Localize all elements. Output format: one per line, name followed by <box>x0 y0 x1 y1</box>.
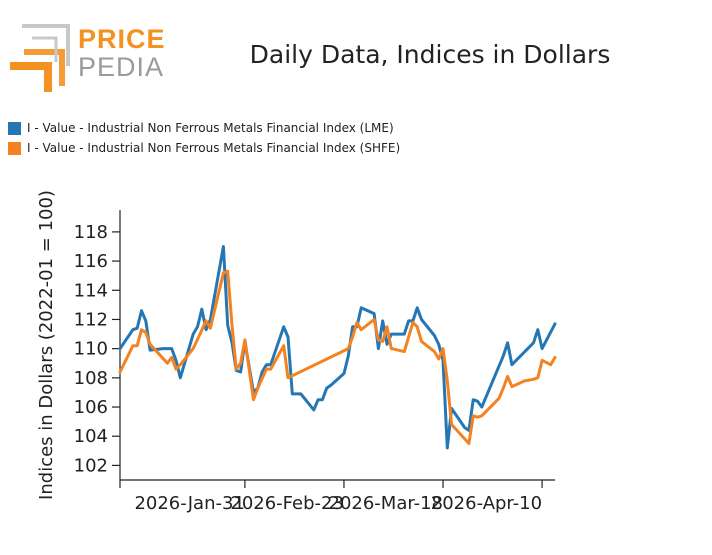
chart-title: Daily Data, Indices in Dollars <box>249 40 611 69</box>
x-tick-label: 2026-Mar-18 <box>329 493 444 514</box>
y-axis: 102 104 106 108 110 112 114 116 118 <box>74 210 121 480</box>
y-axis-label: Indices in Dollars (2022-01 = 100) <box>36 190 57 500</box>
series-layer <box>118 245 557 450</box>
logo-word-pedia: PEDIA <box>78 52 165 82</box>
x-tick-label: 2026-Feb-23 <box>230 493 344 514</box>
legend-label-shfe: I - Value - Industrial Non Ferrous Metal… <box>27 141 401 155</box>
chart-legend: I - Value - Industrial Non Ferrous Metal… <box>8 118 400 158</box>
y-tick-label: 106 <box>74 397 108 418</box>
x-tick-label: 2026-Jan-31 <box>134 493 244 514</box>
logo-word-price: PRICE <box>78 24 166 54</box>
series-line-shfe <box>118 269 557 445</box>
y-tick-label: 114 <box>74 280 108 301</box>
y-tick-label: 118 <box>74 222 108 243</box>
y-tick-label: 108 <box>74 368 108 389</box>
y-tick-label: 116 <box>74 251 108 272</box>
y-tick-label: 110 <box>74 339 108 360</box>
logo-mark-icon <box>10 24 70 92</box>
legend-item-lme[interactable]: I - Value - Industrial Non Ferrous Metal… <box>8 118 400 138</box>
legend-swatch-lme <box>8 121 21 135</box>
legend-item-shfe[interactable]: I - Value - Industrial Non Ferrous Metal… <box>8 138 400 158</box>
pricepedia-logo[interactable]: PRICE PEDIA <box>8 22 168 94</box>
y-tick-label: 104 <box>74 426 108 447</box>
legend-label-lme: I - Value - Industrial Non Ferrous Metal… <box>27 121 394 135</box>
y-tick-label: 102 <box>74 455 108 476</box>
x-tick-label: 2026-Apr-10 <box>431 493 542 514</box>
y-tick-label: 112 <box>74 309 108 330</box>
series-line-lme <box>118 245 557 450</box>
x-axis: 2026-Jan-312026-Feb-232026-Mar-182026-Ap… <box>119 479 555 514</box>
legend-swatch-shfe <box>8 141 21 155</box>
